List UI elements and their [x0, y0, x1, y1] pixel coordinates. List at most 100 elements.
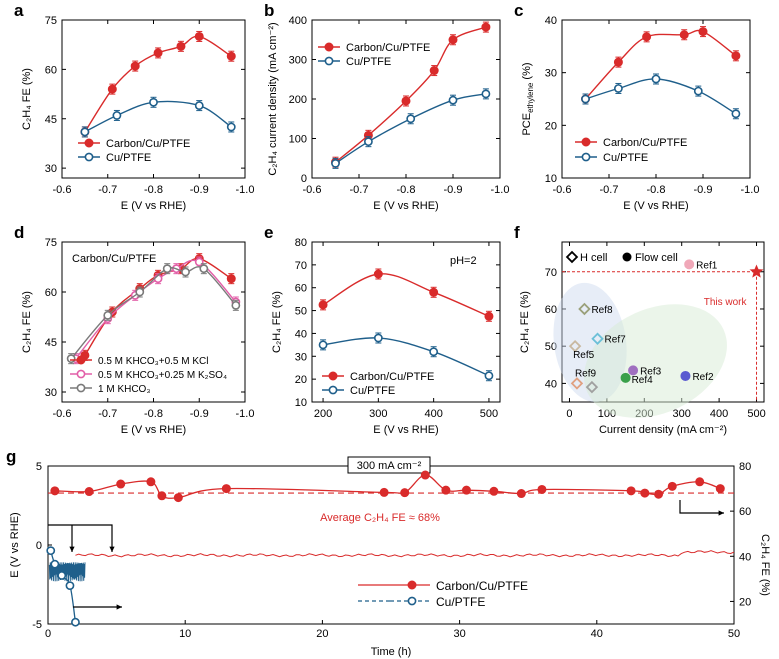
right-axis-arrow-carbon: [679, 500, 724, 514]
x-tick-label: -0.6: [303, 184, 322, 196]
y-tick-label: 50: [545, 341, 557, 353]
y-tick-label: 75: [45, 15, 57, 27]
panel-label: a: [14, 1, 24, 20]
ref-point-5: [568, 339, 582, 353]
x-tick-label: 0: [45, 628, 51, 640]
data-point-s2-5: [226, 122, 236, 132]
series-line-3: [70, 266, 237, 360]
y-tick-label: 60: [545, 304, 557, 316]
x-tick-label: -0.6: [553, 184, 572, 196]
y-tick-label: 10: [295, 397, 307, 409]
data-point-s2-1: [318, 340, 328, 350]
ref-point-1: [684, 259, 695, 270]
current-density-label: 300 mA cm⁻²: [357, 460, 422, 472]
legend-marker: [328, 385, 338, 395]
x-tick-label: 50: [728, 628, 740, 640]
ref-point-label: Ref3: [640, 366, 662, 377]
data-point-s2-2: [614, 84, 623, 93]
right-axis-arrow-carbon-head: [718, 510, 724, 516]
fe-point-s1-15: [537, 484, 547, 494]
panel-label: g: [6, 447, 16, 466]
data-point-s1-5: [176, 41, 186, 51]
x-tick-label: -0.7: [350, 184, 369, 196]
fe-point-s1-9: [400, 488, 410, 498]
data-point-s3-3: [135, 287, 145, 297]
panel-label: d: [14, 223, 24, 242]
y-tick-label-right: 80: [739, 461, 751, 473]
y-axis-label: C₂H₄ FE (%): [271, 291, 283, 353]
y-axis-label: E (V vs RHE): [9, 512, 21, 577]
panel-label: c: [514, 1, 523, 20]
x-tick-label: -0.9: [694, 184, 713, 196]
x-tick-label: 400: [710, 408, 728, 420]
data-point-s2-3: [149, 97, 158, 107]
y-tick-label: 45: [45, 337, 57, 349]
fe-point-s1-13: [489, 486, 499, 496]
legend-marker: [407, 580, 417, 590]
ref-point-label: Ref7: [605, 335, 627, 346]
panel-d: -0.6 -0.7 -0.8 -0.9 -1.0 30 45 60 75 E (V vs RHE)…: [14, 223, 254, 436]
potential-trace-cu: [48, 562, 86, 582]
y-tick-label-right: 40: [739, 551, 751, 563]
fe-point-s2-5: [71, 617, 80, 627]
panel-annotation: pH=2: [450, 255, 477, 267]
left-axis-arrow-2-head: [69, 546, 75, 552]
fe-point-s1-7: [221, 484, 231, 494]
ref-point-label: Ref9: [575, 368, 597, 379]
plot-frame: [311, 241, 501, 403]
fe-point-s1-21: [715, 484, 725, 494]
data-point-s1-3: [429, 287, 439, 297]
x-tick-label: -0.7: [98, 184, 117, 196]
x-tick-label: 400: [424, 408, 442, 420]
y-tick-label: 300: [289, 55, 307, 67]
ref-point-6: [591, 332, 604, 345]
ref-point-label: Ref4: [632, 375, 654, 386]
y-axis-label: C₂H₄ FE (%): [21, 291, 33, 353]
y-tick-label: 60: [295, 283, 307, 295]
series-line-2: [323, 337, 490, 377]
legend-marker: [76, 369, 86, 379]
y-axis-label-sub: ethylene: [526, 82, 535, 113]
y-axis-label: C₂H₄ current density (mA cm⁻²): [267, 22, 279, 175]
y-tick-label: 60: [45, 64, 57, 76]
x-tick-label: 20: [316, 628, 328, 640]
data-point-s2-2: [112, 111, 122, 120]
fe-point-s2-4: [65, 581, 75, 591]
legend-label: Carbon/Cu/PTFE: [346, 42, 430, 54]
ref-point-label: Ref1: [696, 260, 718, 271]
ref-point-8: [570, 377, 584, 390]
fe-point-s1-19: [667, 481, 677, 491]
x-tick-label: -0.8: [397, 184, 416, 196]
this-work-star: [749, 264, 764, 278]
x-axis-label: E (V vs RHE): [373, 424, 438, 436]
legend-label: Cu/PTFE: [603, 152, 648, 164]
x-axis-label: E (V vs RHE): [373, 200, 438, 212]
ref-point-2: [680, 370, 691, 381]
data-point-s2-3: [651, 74, 661, 84]
fe-point-s2-3: [57, 571, 67, 580]
data-point-s1-7: [226, 51, 236, 61]
y-tick-label: 60: [45, 287, 57, 299]
data-point-s1-5: [698, 27, 708, 37]
fe-point-s1-2: [84, 487, 94, 497]
panel-annotation: Carbon/Cu/PTFE: [72, 253, 156, 265]
ref-point-7: [578, 302, 591, 316]
x-axis-label: Time (h): [371, 646, 412, 658]
x-tick-label: -0.9: [190, 184, 209, 196]
fe-point-s2-2: [50, 559, 60, 569]
data-point-s2-3: [429, 347, 439, 357]
ref-point-label: Ref5: [573, 350, 595, 361]
data-point-s1-6: [194, 31, 204, 41]
x-tick-label: -1.0: [236, 184, 255, 196]
legend-marker-h-cell: [565, 250, 579, 264]
y-tick-label: 400: [289, 15, 307, 27]
x-tick-label: -0.7: [98, 408, 117, 420]
x-tick-label: 500: [747, 408, 765, 420]
series-line-2: [335, 93, 487, 164]
y-tick-label: 30: [45, 163, 57, 175]
panel-e: 200 300 400 500 10 20 30 40 50 60 70 80 E (V vs RHE)…: [264, 223, 501, 436]
fe-point-s1-18: [654, 489, 664, 499]
data-point-s2-1: [331, 158, 340, 168]
data-point-s1-2: [373, 269, 383, 279]
